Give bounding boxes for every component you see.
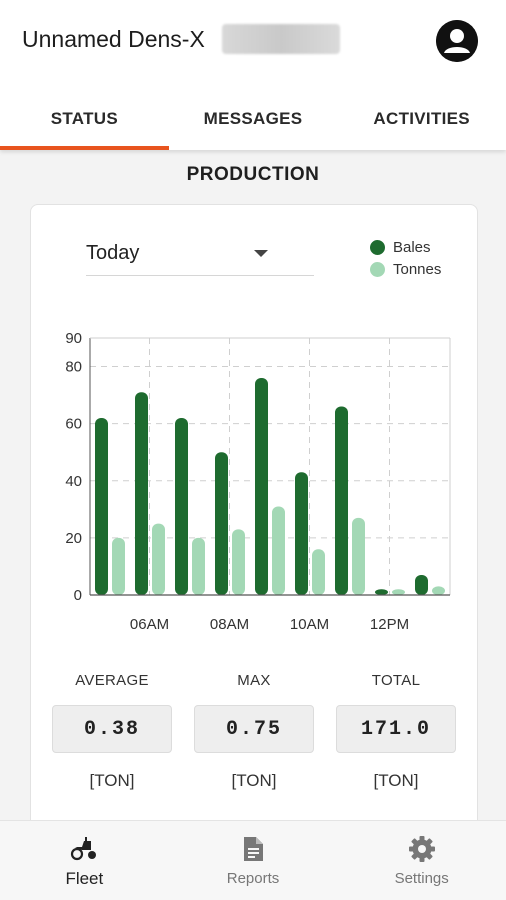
bar-bales <box>215 452 228 595</box>
y-tick-label: 0 <box>74 587 82 604</box>
range-dropdown[interactable]: Today <box>86 234 314 276</box>
nav-reports-label: Reports <box>226 870 280 887</box>
tab-status[interactable]: STATUS <box>0 88 169 150</box>
x-tick-label: 12PM <box>370 616 409 633</box>
bar-bales <box>415 575 428 595</box>
legend-label-tonnes: Tonnes <box>393 260 442 278</box>
tab-bar: STATUS MESSAGES ACTIVITIES <box>0 88 506 150</box>
bar-tonnes <box>232 529 245 595</box>
bar-tonnes <box>392 589 405 595</box>
legend-swatch-tonnes <box>370 261 385 277</box>
app-header: Unnamed Dens-X STATUS MESSAGES ACTIVITIE… <box>0 0 506 150</box>
stat-average-label: AVERAGE <box>75 672 149 689</box>
bottom-navigation: Fleet Reports Settings <box>0 820 506 900</box>
account-button[interactable] <box>436 20 478 62</box>
stat-total-label: TOTAL <box>371 672 421 689</box>
y-tick-label: 90 <box>65 330 82 347</box>
stat-max-unit: [TON] <box>231 771 277 790</box>
tab-activities[interactable]: ACTIVITIES <box>373 109 470 128</box>
bar-tonnes <box>112 537 125 595</box>
bar-tonnes <box>312 549 325 595</box>
production-bar-chart: 0 20 40 60 80 90 06AM 08AM 10AM 12PM <box>65 330 451 633</box>
stat-average-value: 0.38 <box>52 705 172 753</box>
redacted-serial <box>222 24 340 54</box>
nav-reports[interactable]: Reports <box>169 821 338 900</box>
stat-total: TOTAL 171.0 [TON] <box>336 672 456 791</box>
legend-item-tonnes: Tonnes <box>370 258 441 280</box>
stat-total-value: 171.0 <box>336 705 456 753</box>
legend-label-bales: Bales <box>393 238 431 256</box>
x-tick-label: 06AM <box>130 616 169 633</box>
stat-max: MAX 0.75 [TON] <box>194 672 314 791</box>
gear-icon <box>408 836 435 862</box>
bar-tonnes <box>152 523 165 595</box>
y-tick-label: 40 <box>65 473 82 490</box>
machine-title: Unnamed Dens-X <box>22 26 205 52</box>
stat-total-unit: [TON] <box>373 771 419 790</box>
section-title: PRODUCTION <box>186 164 320 185</box>
x-tick-label: 10AM <box>290 616 329 633</box>
bar-tonnes <box>192 537 205 595</box>
chart-legend: Bales Tonnes <box>370 236 441 280</box>
chevron-down-icon <box>254 250 268 257</box>
nav-fleet[interactable]: Fleet <box>0 821 169 900</box>
tab-messages[interactable]: MESSAGES <box>203 109 303 128</box>
bar-bales <box>295 472 308 595</box>
y-tick-label: 20 <box>65 530 82 547</box>
stat-average-unit: [TON] <box>89 771 135 790</box>
bar-bales <box>255 377 268 595</box>
bar-bales <box>375 589 388 595</box>
bar-tonnes <box>272 506 285 595</box>
bar-tonnes <box>432 586 445 595</box>
nav-settings-label: Settings <box>394 870 449 887</box>
range-dropdown-value: Today <box>86 242 140 264</box>
tractor-icon <box>71 836 97 860</box>
legend-swatch-bales <box>370 239 385 255</box>
y-tick-label: 60 <box>65 416 82 433</box>
legend-item-bales: Bales <box>370 236 441 258</box>
nav-fleet-label: Fleet <box>65 868 104 888</box>
stat-max-label: MAX <box>237 672 271 689</box>
stat-average: AVERAGE 0.38 [TON] <box>52 672 172 791</box>
bar-bales <box>95 417 108 595</box>
x-tick-label: 08AM <box>210 616 249 633</box>
bar-tonnes <box>352 517 365 595</box>
stat-max-value: 0.75 <box>194 705 314 753</box>
y-tick-label: 80 <box>65 359 82 376</box>
bar-bales <box>175 417 188 595</box>
account-icon <box>436 20 478 62</box>
nav-settings[interactable]: Settings <box>337 821 506 900</box>
bar-bales <box>335 406 348 595</box>
bar-bales <box>135 392 148 595</box>
document-icon <box>244 837 263 861</box>
